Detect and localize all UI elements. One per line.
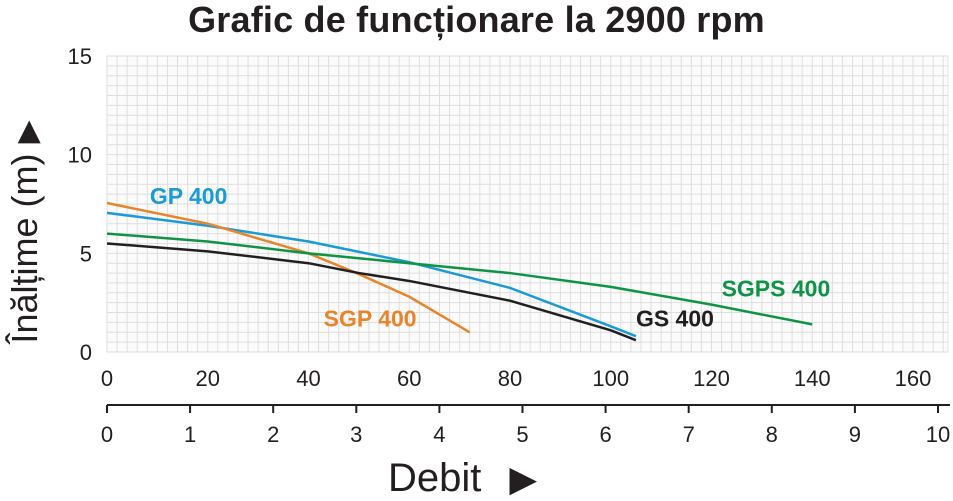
- secondary-x-tick-label: 7: [683, 422, 695, 447]
- x-tick-label: 120: [693, 366, 730, 391]
- secondary-x-tick-label: 2: [267, 422, 279, 447]
- series-line-sgps-400: [106, 232, 813, 326]
- y-tick-label: 0: [80, 340, 92, 365]
- series-label: GS 400: [636, 305, 714, 331]
- chart-title: Grafic de funcționare la 2900 rpm: [188, 0, 765, 40]
- secondary-x-tick-label: 3: [350, 422, 362, 447]
- x-axis-label: Debit ▶: [388, 456, 537, 501]
- x-tick-label: 20: [196, 366, 220, 391]
- y-tick-label: 15: [68, 44, 92, 69]
- series-label: SGPS 400: [722, 276, 831, 302]
- secondary-x-tick-label: 8: [766, 422, 778, 447]
- series-line-sgp-400: [106, 201, 471, 334]
- y-tick-label: 5: [80, 241, 92, 266]
- x-tick-label: 140: [794, 366, 831, 391]
- secondary-x-tick-label: 4: [433, 422, 445, 447]
- secondary-x-tick-label: 9: [849, 422, 861, 447]
- secondary-x-tick-label: 1: [184, 422, 196, 447]
- x-tick-label: 60: [397, 366, 421, 391]
- secondary-x-tick-label: 6: [599, 422, 611, 447]
- secondary-x-tick-label: 10: [926, 422, 950, 447]
- x-tick-label: 40: [296, 366, 320, 391]
- series-label: SGP 400: [324, 305, 417, 331]
- secondary-x-tick-label: 5: [516, 422, 528, 447]
- x-tick-label: 100: [592, 366, 629, 391]
- series-label: GP 400: [150, 183, 228, 209]
- x-tick-label: 80: [498, 366, 522, 391]
- x-axis-label-text: Debit: [388, 456, 482, 500]
- secondary-x-tick-label: 0: [101, 422, 113, 447]
- x-tick-label: 160: [895, 366, 932, 391]
- y-tick-label: 10: [68, 143, 92, 168]
- right-arrow-icon: ▶: [509, 458, 538, 499]
- series-line-gs-400: [106, 242, 637, 342]
- x-tick-label: 0: [101, 366, 113, 391]
